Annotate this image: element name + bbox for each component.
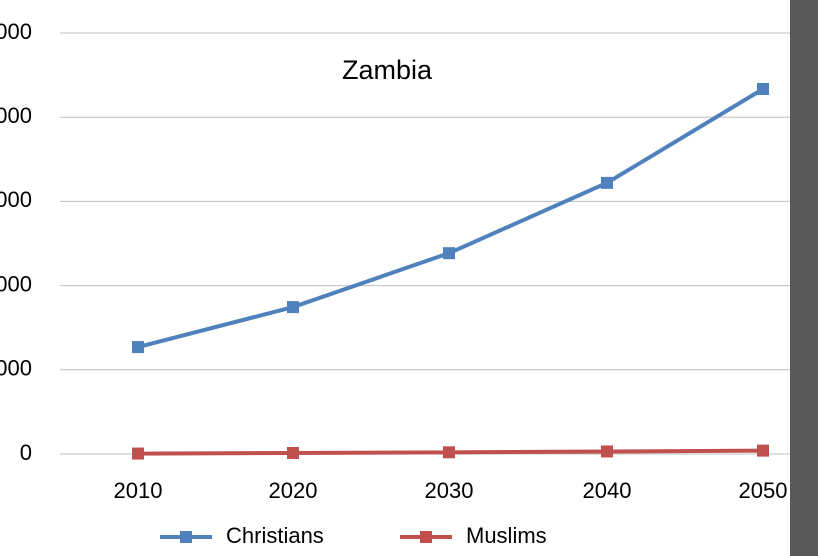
y-tick-label: 10000 bbox=[0, 356, 32, 381]
y-tick-label: 50000 bbox=[0, 19, 32, 44]
x-tick-label: 2050 bbox=[739, 478, 788, 503]
legend-marker bbox=[180, 531, 192, 543]
point-marker bbox=[132, 447, 144, 460]
x-tick-label: 2030 bbox=[425, 478, 474, 503]
legend-marker bbox=[420, 531, 432, 543]
point-marker bbox=[757, 82, 769, 95]
point-marker bbox=[132, 341, 144, 354]
point-marker bbox=[443, 446, 455, 459]
y-tick-label: 20000 bbox=[0, 271, 32, 296]
legend-label: Christians bbox=[226, 523, 324, 548]
point-marker bbox=[601, 445, 613, 458]
x-tick-label: 2020 bbox=[269, 478, 318, 503]
point-marker bbox=[601, 176, 613, 189]
legend-label: Muslims bbox=[466, 523, 547, 548]
x-tick-label: 2010 bbox=[114, 478, 163, 503]
side-panel bbox=[790, 0, 818, 556]
point-marker bbox=[287, 446, 299, 459]
series-line bbox=[137, 87, 765, 350]
point-marker bbox=[757, 444, 769, 457]
y-tick-label: 0 bbox=[20, 440, 32, 465]
chart-title: Zambia bbox=[342, 55, 433, 85]
x-tick-label: 2040 bbox=[583, 478, 632, 503]
point-marker bbox=[443, 247, 455, 260]
y-tick-label: 40000 bbox=[0, 103, 32, 128]
point-marker bbox=[287, 301, 299, 314]
y-tick-label: 30000 bbox=[0, 187, 32, 212]
